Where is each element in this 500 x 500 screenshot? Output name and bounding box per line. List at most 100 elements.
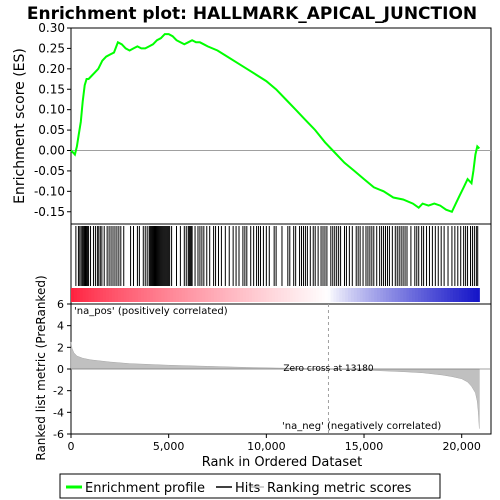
es-y-axis: -0.15 -0.10 -0.05 0.00 0.05 0.10 0.15 0.20 0.25 0…	[34, 21, 71, 219]
colorbar-segment	[152, 288, 157, 302]
colorbar-segment	[473, 288, 477, 302]
es-y-tick-label: 0.25	[38, 41, 65, 55]
colorbar-segment	[394, 288, 399, 302]
colorbar-segment	[231, 288, 235, 302]
colorbar-segment	[155, 288, 160, 302]
colorbar-segment	[342, 288, 346, 302]
colorbar-segment	[350, 288, 355, 302]
metric-y-tick-label: 6	[57, 298, 64, 311]
colorbar-segment	[138, 288, 142, 302]
colorbar-segment	[184, 288, 189, 302]
colorbar-segment	[385, 288, 390, 302]
colorbar-segment	[368, 288, 372, 302]
metric-x-tick-label: 0	[68, 440, 75, 453]
colorbar-segment	[114, 288, 119, 302]
colorbar-segment	[146, 288, 151, 302]
colorbar-segment	[391, 288, 396, 302]
colorbar-segment	[292, 288, 297, 302]
ranking-metric-series	[70, 341, 480, 429]
colorbar-segment	[175, 288, 180, 302]
metric-y-tick-label: 0	[57, 363, 64, 376]
colorbar-segment	[193, 288, 197, 302]
es-y-tick-label: 0.05	[38, 123, 65, 137]
enrichment-series-line	[70, 33, 481, 214]
colorbar-segment	[219, 288, 224, 302]
rank-colorbar	[71, 288, 480, 302]
colorbar-segment	[348, 288, 352, 302]
colorbar-segment	[111, 288, 116, 302]
legend-enrichment-label: Enrichment profile	[85, 481, 205, 496]
colorbar-segment	[447, 288, 451, 302]
colorbar-segment	[397, 288, 402, 302]
colorbar-segment	[202, 288, 206, 302]
colorbar-segment	[272, 288, 276, 302]
colorbar-segment	[213, 288, 218, 302]
colorbar-segment	[100, 288, 104, 302]
es-y-tick-label: -0.10	[34, 184, 65, 198]
colorbar-segment	[196, 288, 200, 302]
colorbar-segment	[251, 288, 256, 302]
colorbar-segment	[467, 288, 472, 302]
zero-cross-label: Zero cross at 13180	[283, 364, 374, 374]
colorbar-segment	[222, 288, 227, 302]
metric-x-axis: 0 5,000 10,000 15,000 20,000	[68, 434, 481, 453]
legend-hits-label: Hits	[235, 481, 260, 496]
colorbar-segment	[88, 288, 93, 302]
colorbar-segment	[330, 288, 335, 302]
colorbar-segment	[432, 288, 437, 302]
colorbar-segment	[275, 288, 279, 302]
colorbar-segment	[298, 288, 302, 302]
colorbar-segment	[140, 288, 145, 302]
colorbar-segment	[450, 288, 454, 302]
colorbar-segment	[406, 288, 410, 302]
colorbar-segment	[304, 288, 308, 302]
colorbar-segment	[187, 288, 192, 302]
colorbar-segment	[453, 288, 457, 302]
colorbar-segment	[441, 288, 445, 302]
colorbar-segment	[79, 288, 84, 302]
colorbar-segment	[333, 288, 337, 302]
colorbar-segment	[190, 288, 195, 302]
colorbar-segment	[324, 288, 329, 302]
colorbar-segment	[73, 288, 78, 302]
colorbar-segment	[388, 288, 393, 302]
colorbar-segment	[260, 288, 265, 302]
colorbar-segment	[420, 288, 425, 302]
colorbar-segment	[295, 288, 300, 302]
colorbar-segment	[105, 288, 110, 302]
colorbar-segment	[173, 288, 177, 302]
colorbar-segment	[158, 288, 163, 302]
colorbar-segment	[418, 288, 422, 302]
colorbar-segment	[225, 288, 230, 302]
metric-y-tick-label: -6	[53, 428, 64, 441]
colorbar-segment	[132, 288, 136, 302]
colorbar-segment	[103, 288, 107, 302]
metric-y-tick-label: 2	[57, 341, 64, 354]
colorbar-segment	[409, 288, 413, 302]
colorbar-segment	[458, 288, 463, 302]
colorbar-segment	[278, 288, 282, 302]
colorbar-segment	[254, 288, 259, 302]
positive-label: 'na_pos' (positively correlated)	[74, 306, 228, 317]
legend-box	[59, 473, 441, 499]
colorbar-segment	[167, 288, 171, 302]
colorbar-segment	[383, 288, 387, 302]
colorbar-segment	[345, 288, 349, 302]
colorbar-segment	[339, 288, 343, 302]
colorbar-segment	[315, 288, 320, 302]
colorbar-segment	[377, 288, 381, 302]
colorbar-segment	[263, 288, 267, 302]
colorbar-segment	[129, 288, 133, 302]
metric-x-tick-label: 5,000	[153, 440, 185, 453]
colorbar-segment	[237, 288, 241, 302]
colorbar-segment	[371, 288, 375, 302]
metric-y-axis: -6 -4 -2 0 2 4 6	[53, 298, 71, 441]
colorbar-segment	[403, 288, 407, 302]
colorbar-segment	[164, 288, 168, 302]
hits-ticks	[75, 226, 479, 286]
metric-x-tick-label: 10,000	[247, 440, 286, 453]
colorbar-segment	[76, 288, 81, 302]
enrichment-profile-line	[70, 33, 481, 214]
colorbar-segment	[307, 288, 311, 302]
colorbar-segment	[91, 288, 95, 302]
